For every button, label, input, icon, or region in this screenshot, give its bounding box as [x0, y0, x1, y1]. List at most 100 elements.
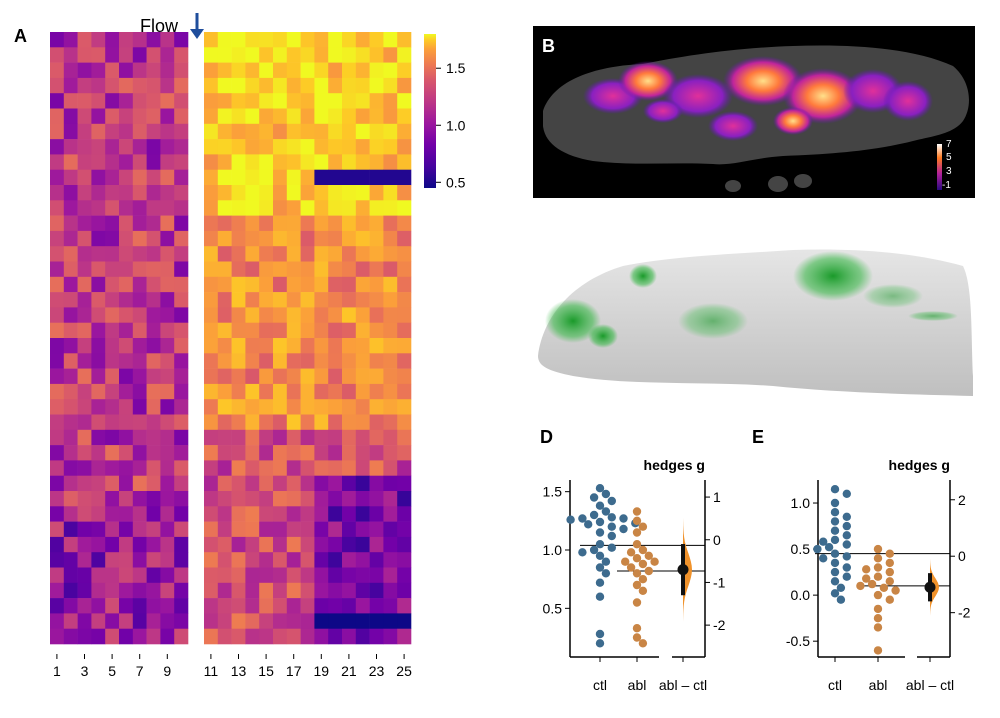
- heatmap-cell: [146, 123, 161, 140]
- abl-point: [638, 545, 648, 555]
- heatmap-cell: [245, 307, 260, 323]
- heatmap-cell: [91, 582, 106, 599]
- heatmap-cell: [383, 491, 398, 507]
- heatmap-cell: [355, 598, 370, 614]
- heatmap-cell: [204, 353, 219, 369]
- heatmap-cell: [50, 552, 65, 568]
- abl-point: [626, 548, 636, 557]
- heatmap-cell: [328, 506, 343, 522]
- heatmap-cell: [105, 460, 120, 476]
- heatmap-cell: [105, 154, 120, 170]
- heatmap-cell: [217, 292, 232, 308]
- brain-expression-image: [533, 236, 975, 402]
- heatmap-cell: [63, 368, 78, 385]
- ctl-point: [607, 543, 616, 552]
- heatmap-cell: [300, 536, 315, 553]
- abl-point: [873, 554, 883, 563]
- ctl-point: [595, 501, 605, 510]
- heatmap-cell: [369, 353, 384, 369]
- heatmap-cell: [314, 567, 329, 584]
- heatmap-cell: [105, 93, 120, 109]
- heatmap-cell: [50, 169, 65, 186]
- heatmap-cell: [245, 582, 260, 599]
- ctl-point: [813, 544, 822, 554]
- heatmap-cell: [369, 200, 384, 216]
- heatmap-cell: [383, 123, 398, 140]
- heatmap-cell: [328, 429, 343, 446]
- heatmap-cell: [146, 582, 161, 599]
- heatmap-cell: [217, 93, 232, 109]
- heatmap-cell: [342, 93, 357, 109]
- heatmap-cell: [160, 429, 175, 446]
- heatmap-cell: [77, 399, 92, 415]
- heatmap-cell: [231, 47, 246, 63]
- heatmap-cell: [50, 582, 65, 599]
- heatmap-cell: [146, 368, 161, 385]
- heatmap-cell: [245, 552, 260, 568]
- scale-label-3: 3: [946, 166, 952, 177]
- heatmap-cell: [369, 123, 384, 140]
- heatmap-cell: [273, 368, 288, 385]
- heatmap-cell: [342, 154, 357, 170]
- ctl-point: [595, 629, 605, 639]
- heatmap-cell: [314, 261, 329, 278]
- heatmap-cell: [273, 506, 288, 522]
- heatmap-cell: [245, 322, 260, 339]
- abl-point: [632, 516, 642, 525]
- heatmap-cell: [50, 215, 65, 232]
- heatmap-cell: [369, 445, 384, 461]
- heatmap-x-tick-label: 21: [341, 663, 357, 679]
- heatmap-cell: [314, 445, 329, 461]
- heatmap-cell: [63, 246, 78, 262]
- heatmap-cell: [174, 598, 189, 614]
- heatmap-cell: [383, 77, 398, 94]
- heatmap-cell: [245, 215, 260, 232]
- heatmap-cell: [245, 613, 260, 629]
- heatmap-cell: [245, 276, 260, 293]
- heatmap-cell: [355, 445, 370, 461]
- heatmap-cell: [383, 200, 398, 216]
- ctl-point: [842, 531, 851, 540]
- heatmap-cell: [328, 32, 343, 48]
- heatmap-cell: [132, 200, 147, 216]
- heatmap-cell: [132, 32, 147, 48]
- heatmap-cell: [174, 215, 189, 232]
- heatmap-cell: [146, 506, 161, 522]
- heatmap-cell: [174, 552, 189, 568]
- abl-point: [632, 598, 642, 607]
- heatmap-cell: [174, 475, 189, 492]
- abl-point: [644, 566, 653, 576]
- colorbar-tick-label: 1.5: [446, 60, 466, 76]
- ctl-point: [830, 526, 840, 535]
- heatmap-cell: [63, 338, 78, 354]
- heatmap-cell: [204, 77, 219, 94]
- heatmap-cell: [174, 32, 189, 48]
- heatmap-cell: [314, 185, 329, 201]
- heatmap-cell: [314, 32, 329, 48]
- heatmap-cell: [217, 383, 232, 400]
- heatmap-cell: [204, 338, 219, 354]
- heatmap-cell: [397, 62, 412, 79]
- heatmap-cell: [300, 47, 315, 63]
- heatmap-cell: [259, 154, 274, 170]
- ctl-point: [842, 489, 851, 498]
- scale-label-neg1: -1: [942, 180, 951, 191]
- heatmap-cell: [146, 598, 161, 614]
- ctl-point: [607, 496, 616, 506]
- heatmap-cell: [50, 628, 65, 645]
- heatmap-cell: [77, 521, 92, 538]
- heatmap-cell: [77, 628, 92, 645]
- heatmap-cell: [174, 353, 189, 369]
- right-tick-label: -1: [713, 574, 726, 590]
- heatmap-cell: [286, 261, 301, 278]
- heatmap-cell: [314, 123, 329, 140]
- heatmap-cell: [204, 62, 219, 79]
- heatmap-cell: [355, 93, 370, 109]
- heatmap-cell: [119, 506, 134, 522]
- heatmap-cell: [245, 93, 260, 109]
- heatmap-x-tick-label: 15: [258, 663, 274, 679]
- flow-arrow-icon: [190, 13, 204, 39]
- heatmap-cell: [259, 292, 274, 308]
- heatmap-cell: [160, 32, 175, 48]
- heatmap-cell: [328, 123, 343, 140]
